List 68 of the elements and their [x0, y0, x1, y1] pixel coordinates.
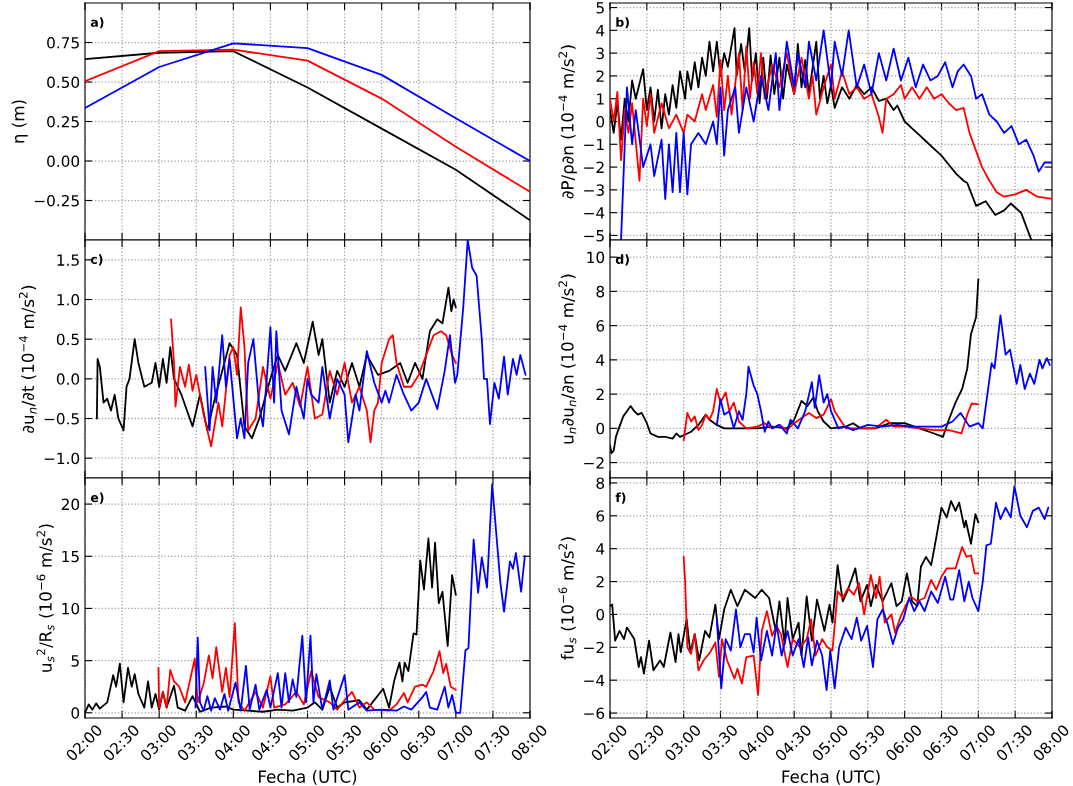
y-tick-label: 2: [596, 70, 604, 82]
y-tick-label: −5: [584, 230, 604, 242]
annotation: b): [616, 17, 629, 29]
y-axis-title: ∂u$_{n}$/∂t (10$^{−4}$ m/s$^{2}$): [18, 285, 37, 433]
y-tick-label: 20: [61, 498, 80, 511]
y-tick-label: 8: [596, 285, 605, 298]
y-tick-label: −0.5: [44, 412, 79, 425]
y-tick-label: 0: [71, 707, 80, 719]
y-tick-label: 5: [71, 655, 79, 667]
y-tick-label: 10: [62, 602, 80, 615]
line-series: [204, 240, 527, 444]
y-tick-label: 0.0: [56, 373, 80, 385]
line-series: [682, 388, 980, 442]
y-tick-label: −4: [584, 207, 605, 219]
y-tick-label: −2: [584, 641, 604, 654]
line-series: [682, 546, 980, 696]
y-tick-label: 0.75: [47, 36, 79, 49]
y-tick-label: 1: [597, 93, 604, 105]
line-series: [95, 286, 457, 440]
line-series: [715, 314, 1051, 435]
y-tick-label: −2: [584, 457, 604, 469]
y-tick-label: 4: [596, 354, 605, 366]
y-tick-label: 0: [596, 115, 605, 128]
line-series: [157, 622, 457, 712]
y-tick-label: 1.5: [57, 254, 79, 266]
y-tick-label: 0: [596, 422, 605, 435]
line-series: [85, 42, 530, 162]
annotation: a): [90, 17, 104, 29]
y-axis-title: fu$_{s}$ (10$^{−6}$ m/s$^{2}$): [558, 537, 577, 660]
annotation: d): [615, 254, 629, 266]
y-tick-label: −2: [584, 161, 604, 173]
y-tick-label: 1.0: [57, 293, 80, 306]
y-tick-label: −4: [584, 674, 605, 686]
y-tick-label: 0.50: [47, 76, 80, 89]
line-series: [610, 45, 1052, 200]
y-tick-label: 2: [596, 388, 604, 400]
y-axis-title: ∂P/ρ∂n (10$^{−4}$ m/s$^{2}$): [558, 45, 577, 199]
y-tick-label: −3: [584, 184, 604, 196]
y-tick-label: 15: [62, 550, 79, 563]
annotation: f): [615, 492, 626, 504]
annotation: e): [90, 492, 104, 504]
y-tick-label: 10: [587, 251, 605, 264]
y-tick-label: 8: [596, 477, 605, 489]
line-series: [194, 483, 526, 714]
x-axis-title: Fecha (UTC): [259, 770, 357, 785]
y-tick-label: 4: [596, 543, 605, 555]
y-tick-label: 0.00: [47, 155, 80, 168]
y-tick-label: 0: [596, 608, 605, 621]
line-series: [170, 306, 457, 448]
y-tick-label: 4: [596, 25, 605, 37]
y-tick-label: 5: [596, 2, 604, 14]
y-axis-title: η (m): [11, 100, 28, 143]
y-tick-label: 6: [596, 510, 605, 522]
y-tick-label: −1.0: [44, 452, 80, 465]
line-series: [85, 48, 530, 193]
y-tick-label: −0.25: [34, 194, 79, 207]
y-tick-label: −1: [584, 138, 604, 151]
text: u$_{s}$$^{2}$/R$_{s}$ (10$^{−6}$ m/s$^{2}$): [36, 524, 55, 672]
annotation: c): [90, 254, 103, 266]
x-axis-title: Fecha (UTC): [782, 770, 880, 785]
y-tick-label: 0.25: [47, 115, 79, 128]
line-series: [715, 485, 1050, 691]
y-tick-label: 0.5: [56, 333, 79, 346]
text: u$_{n}$∂u$_{n}$/∂n (10$^{−4}$ m/s$^{2}$): [558, 274, 577, 444]
y-tick-label: 6: [596, 320, 605, 332]
y-tick-label: 3: [596, 47, 604, 60]
y-tick-label: 2: [596, 576, 604, 588]
y-tick-label: −6: [584, 707, 605, 720]
